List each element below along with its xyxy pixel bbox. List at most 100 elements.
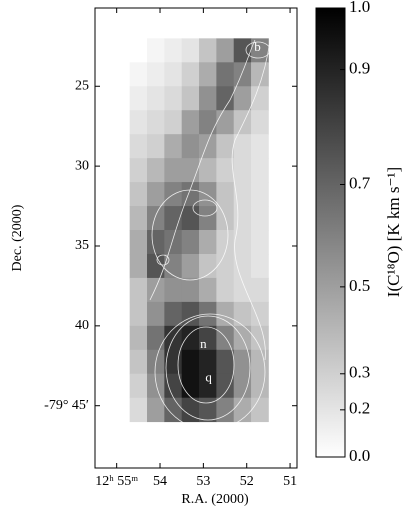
cell: [216, 397, 235, 423]
cell: [181, 253, 200, 279]
cell: [129, 110, 148, 135]
cell: [199, 110, 217, 135]
y-tick-label: 25: [75, 78, 89, 93]
cell: [251, 86, 269, 111]
cell: [181, 134, 200, 159]
annotation: b: [254, 39, 261, 54]
cell: [147, 230, 165, 255]
cell: [216, 62, 235, 87]
cell: [181, 206, 200, 231]
cell: [199, 397, 217, 423]
cell: [233, 206, 252, 231]
cell: [181, 110, 200, 135]
y-tick-label: 30: [75, 158, 89, 173]
cell: [216, 158, 235, 183]
cell: [233, 158, 252, 183]
cell: [233, 134, 252, 159]
cell: [251, 277, 269, 303]
cell: [233, 253, 252, 279]
cell: [147, 182, 165, 207]
cell: [216, 373, 235, 399]
x-tick-label: 52: [240, 474, 254, 489]
cell: [216, 277, 235, 303]
cell: [129, 158, 148, 183]
cell: [181, 301, 200, 327]
cell: [147, 397, 165, 423]
cell: [147, 325, 165, 351]
cell: [129, 182, 148, 207]
cell: [199, 277, 217, 303]
contours: [149, 39, 271, 431]
cell: [164, 158, 183, 183]
cell: [251, 373, 269, 399]
cell: [199, 134, 217, 159]
cell: [251, 134, 269, 159]
cell: [233, 86, 252, 111]
cell: [181, 62, 200, 87]
cell: [147, 253, 165, 279]
cell: [199, 373, 217, 399]
cell: [233, 277, 252, 303]
cell: [164, 62, 183, 87]
cell: [129, 253, 148, 279]
cell: [216, 86, 235, 111]
colorbar-tick-label: 0.7: [349, 173, 371, 192]
map: [129, 38, 269, 423]
cell: [181, 373, 200, 399]
cell: [129, 206, 148, 231]
cell: [147, 134, 165, 159]
cell: [199, 325, 217, 351]
cell: [129, 397, 148, 423]
cell: [129, 349, 148, 375]
cell: [147, 373, 165, 399]
annotation: n: [200, 336, 207, 351]
cell: [164, 373, 183, 399]
cell: [164, 349, 183, 375]
x-tick-label: 12ʰ 55ᵐ: [95, 474, 138, 489]
cell: [199, 62, 217, 87]
cell: [147, 86, 165, 111]
cell: [181, 277, 200, 303]
cell: [164, 301, 183, 327]
cell: [251, 325, 269, 351]
x-tick-label: 53: [196, 474, 210, 489]
cell: [164, 277, 183, 303]
y-axis-label: Dec. (2000): [10, 204, 25, 271]
cell: [129, 86, 148, 111]
cell: [199, 230, 217, 255]
cell: [181, 158, 200, 183]
cell: [251, 110, 269, 135]
cell: [199, 86, 217, 111]
cell: [147, 62, 165, 87]
cell: [199, 206, 217, 231]
x-tick-label: 54: [153, 474, 167, 489]
cell: [147, 301, 165, 327]
cell: [164, 38, 183, 63]
cell: [233, 38, 252, 63]
cell: [181, 397, 200, 423]
cell: [251, 182, 269, 207]
cell: [129, 277, 148, 303]
cell: [181, 86, 200, 111]
cell: [147, 277, 165, 303]
cell: [181, 349, 200, 375]
cell: [251, 349, 269, 375]
cell: [233, 182, 252, 207]
cell: [216, 230, 235, 255]
cell: [216, 38, 235, 63]
cell: [233, 110, 252, 135]
colorbar-tick-label: 0.9: [349, 58, 370, 77]
cell: [147, 206, 165, 231]
cell: [251, 301, 269, 327]
x-tick-label: 51: [283, 474, 297, 489]
x-axis-label: R.A. (2000): [181, 492, 249, 507]
cell: [164, 134, 183, 159]
cell: [216, 253, 235, 279]
cell: [181, 325, 200, 351]
cell: [216, 134, 235, 159]
cell: [181, 38, 200, 63]
cell: [251, 397, 269, 423]
cell: [129, 301, 148, 327]
cell: [233, 349, 252, 375]
